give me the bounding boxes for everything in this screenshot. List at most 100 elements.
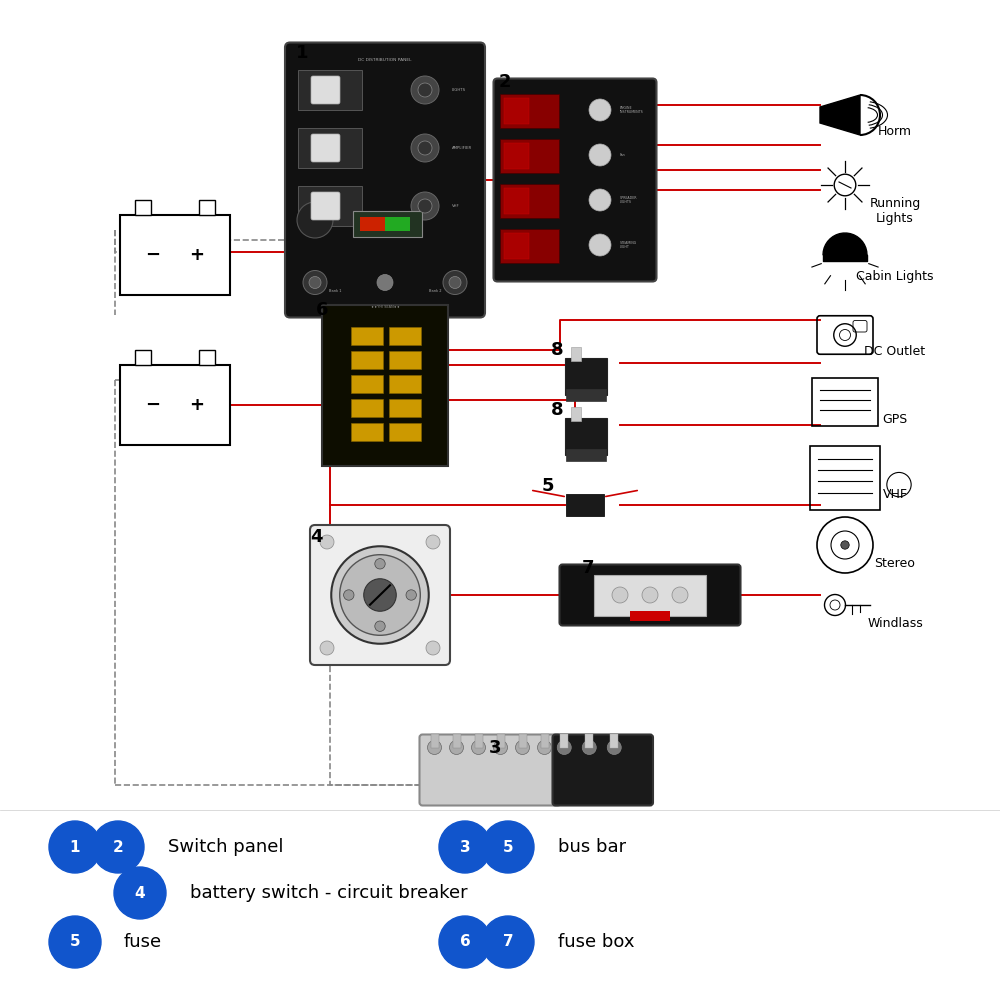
Text: 8: 8 xyxy=(551,401,563,419)
FancyBboxPatch shape xyxy=(351,399,383,417)
Circle shape xyxy=(364,579,396,611)
Circle shape xyxy=(443,270,467,294)
Text: 7: 7 xyxy=(503,934,513,950)
FancyBboxPatch shape xyxy=(565,358,607,395)
Text: fuse: fuse xyxy=(124,933,162,951)
FancyBboxPatch shape xyxy=(431,734,439,748)
FancyBboxPatch shape xyxy=(497,734,505,748)
Text: 5: 5 xyxy=(503,840,513,854)
Text: LIGHTS: LIGHTS xyxy=(452,88,466,92)
Text: −: − xyxy=(145,396,161,414)
FancyBboxPatch shape xyxy=(285,42,485,318)
Text: Stereo: Stereo xyxy=(875,557,915,570)
FancyBboxPatch shape xyxy=(566,389,606,401)
Circle shape xyxy=(375,559,385,569)
FancyBboxPatch shape xyxy=(389,327,421,345)
Circle shape xyxy=(538,740,552,754)
FancyBboxPatch shape xyxy=(351,375,383,393)
FancyBboxPatch shape xyxy=(353,211,422,237)
FancyBboxPatch shape xyxy=(351,351,383,369)
Text: SPREADER
LIGHTS: SPREADER LIGHTS xyxy=(620,196,638,204)
FancyBboxPatch shape xyxy=(389,375,421,393)
Circle shape xyxy=(297,202,333,238)
FancyBboxPatch shape xyxy=(571,407,581,421)
Circle shape xyxy=(589,99,611,121)
Text: bus bar: bus bar xyxy=(558,838,626,856)
FancyBboxPatch shape xyxy=(585,734,593,748)
Circle shape xyxy=(472,740,486,754)
FancyBboxPatch shape xyxy=(420,734,560,806)
Circle shape xyxy=(672,587,688,603)
FancyBboxPatch shape xyxy=(311,134,340,162)
Text: Windlass: Windlass xyxy=(867,617,923,630)
Circle shape xyxy=(411,192,439,220)
Text: +: + xyxy=(189,396,204,414)
Circle shape xyxy=(439,916,491,968)
Circle shape xyxy=(406,590,416,600)
FancyBboxPatch shape xyxy=(475,734,483,748)
Text: +: + xyxy=(189,246,204,264)
FancyBboxPatch shape xyxy=(565,418,607,455)
Circle shape xyxy=(516,740,530,754)
Circle shape xyxy=(589,189,611,211)
FancyBboxPatch shape xyxy=(120,215,230,295)
FancyBboxPatch shape xyxy=(610,734,618,748)
FancyBboxPatch shape xyxy=(566,449,606,461)
Circle shape xyxy=(428,740,442,754)
Text: 3: 3 xyxy=(460,840,470,854)
FancyBboxPatch shape xyxy=(504,143,528,169)
Text: ENGINE
INSTRUMENTS: ENGINE INSTRUMENTS xyxy=(620,106,644,114)
Circle shape xyxy=(449,276,461,288)
Text: Fan: Fan xyxy=(620,153,626,157)
Text: 4: 4 xyxy=(310,528,322,546)
Text: 1: 1 xyxy=(70,840,80,854)
FancyBboxPatch shape xyxy=(351,423,383,441)
FancyBboxPatch shape xyxy=(566,494,604,516)
FancyBboxPatch shape xyxy=(493,79,656,282)
Text: STEAMING
LIGHT: STEAMING LIGHT xyxy=(620,241,637,249)
Text: fuse box: fuse box xyxy=(558,933,635,951)
FancyBboxPatch shape xyxy=(560,564,740,626)
FancyBboxPatch shape xyxy=(519,734,527,748)
Circle shape xyxy=(375,621,385,631)
Circle shape xyxy=(589,144,611,166)
Circle shape xyxy=(320,535,334,549)
Text: 8: 8 xyxy=(551,341,563,359)
Circle shape xyxy=(411,76,439,104)
Polygon shape xyxy=(823,233,867,255)
Circle shape xyxy=(582,740,596,754)
FancyBboxPatch shape xyxy=(311,76,340,104)
Circle shape xyxy=(607,740,621,754)
Text: DC DISTRIBUTION PANEL: DC DISTRIBUTION PANEL xyxy=(358,58,412,62)
Text: 6: 6 xyxy=(316,301,328,319)
FancyBboxPatch shape xyxy=(322,304,448,466)
Circle shape xyxy=(642,587,658,603)
FancyBboxPatch shape xyxy=(540,734,548,748)
Circle shape xyxy=(114,867,166,919)
Text: Cabin Lights: Cabin Lights xyxy=(856,270,934,283)
FancyBboxPatch shape xyxy=(199,200,215,215)
Circle shape xyxy=(589,234,611,256)
Text: 1: 1 xyxy=(296,44,308,62)
Text: Bank 2: Bank 2 xyxy=(429,288,441,292)
FancyBboxPatch shape xyxy=(135,200,151,215)
Circle shape xyxy=(377,274,393,290)
Text: Horm: Horm xyxy=(878,125,912,138)
FancyBboxPatch shape xyxy=(389,423,421,441)
Circle shape xyxy=(426,535,440,549)
Text: ♦♦YHI SEAN♦♦: ♦♦YHI SEAN♦♦ xyxy=(371,306,399,310)
Text: VHF: VHF xyxy=(452,204,460,208)
Circle shape xyxy=(49,916,101,968)
FancyBboxPatch shape xyxy=(298,128,362,168)
FancyBboxPatch shape xyxy=(500,184,559,218)
FancyBboxPatch shape xyxy=(504,188,528,214)
FancyBboxPatch shape xyxy=(298,70,362,110)
Polygon shape xyxy=(820,95,860,135)
Text: 4: 4 xyxy=(135,886,145,900)
FancyBboxPatch shape xyxy=(500,94,559,128)
Circle shape xyxy=(557,740,571,754)
Circle shape xyxy=(411,134,439,162)
Text: 3: 3 xyxy=(489,739,501,757)
Circle shape xyxy=(482,821,534,873)
Text: 6: 6 xyxy=(460,934,470,950)
